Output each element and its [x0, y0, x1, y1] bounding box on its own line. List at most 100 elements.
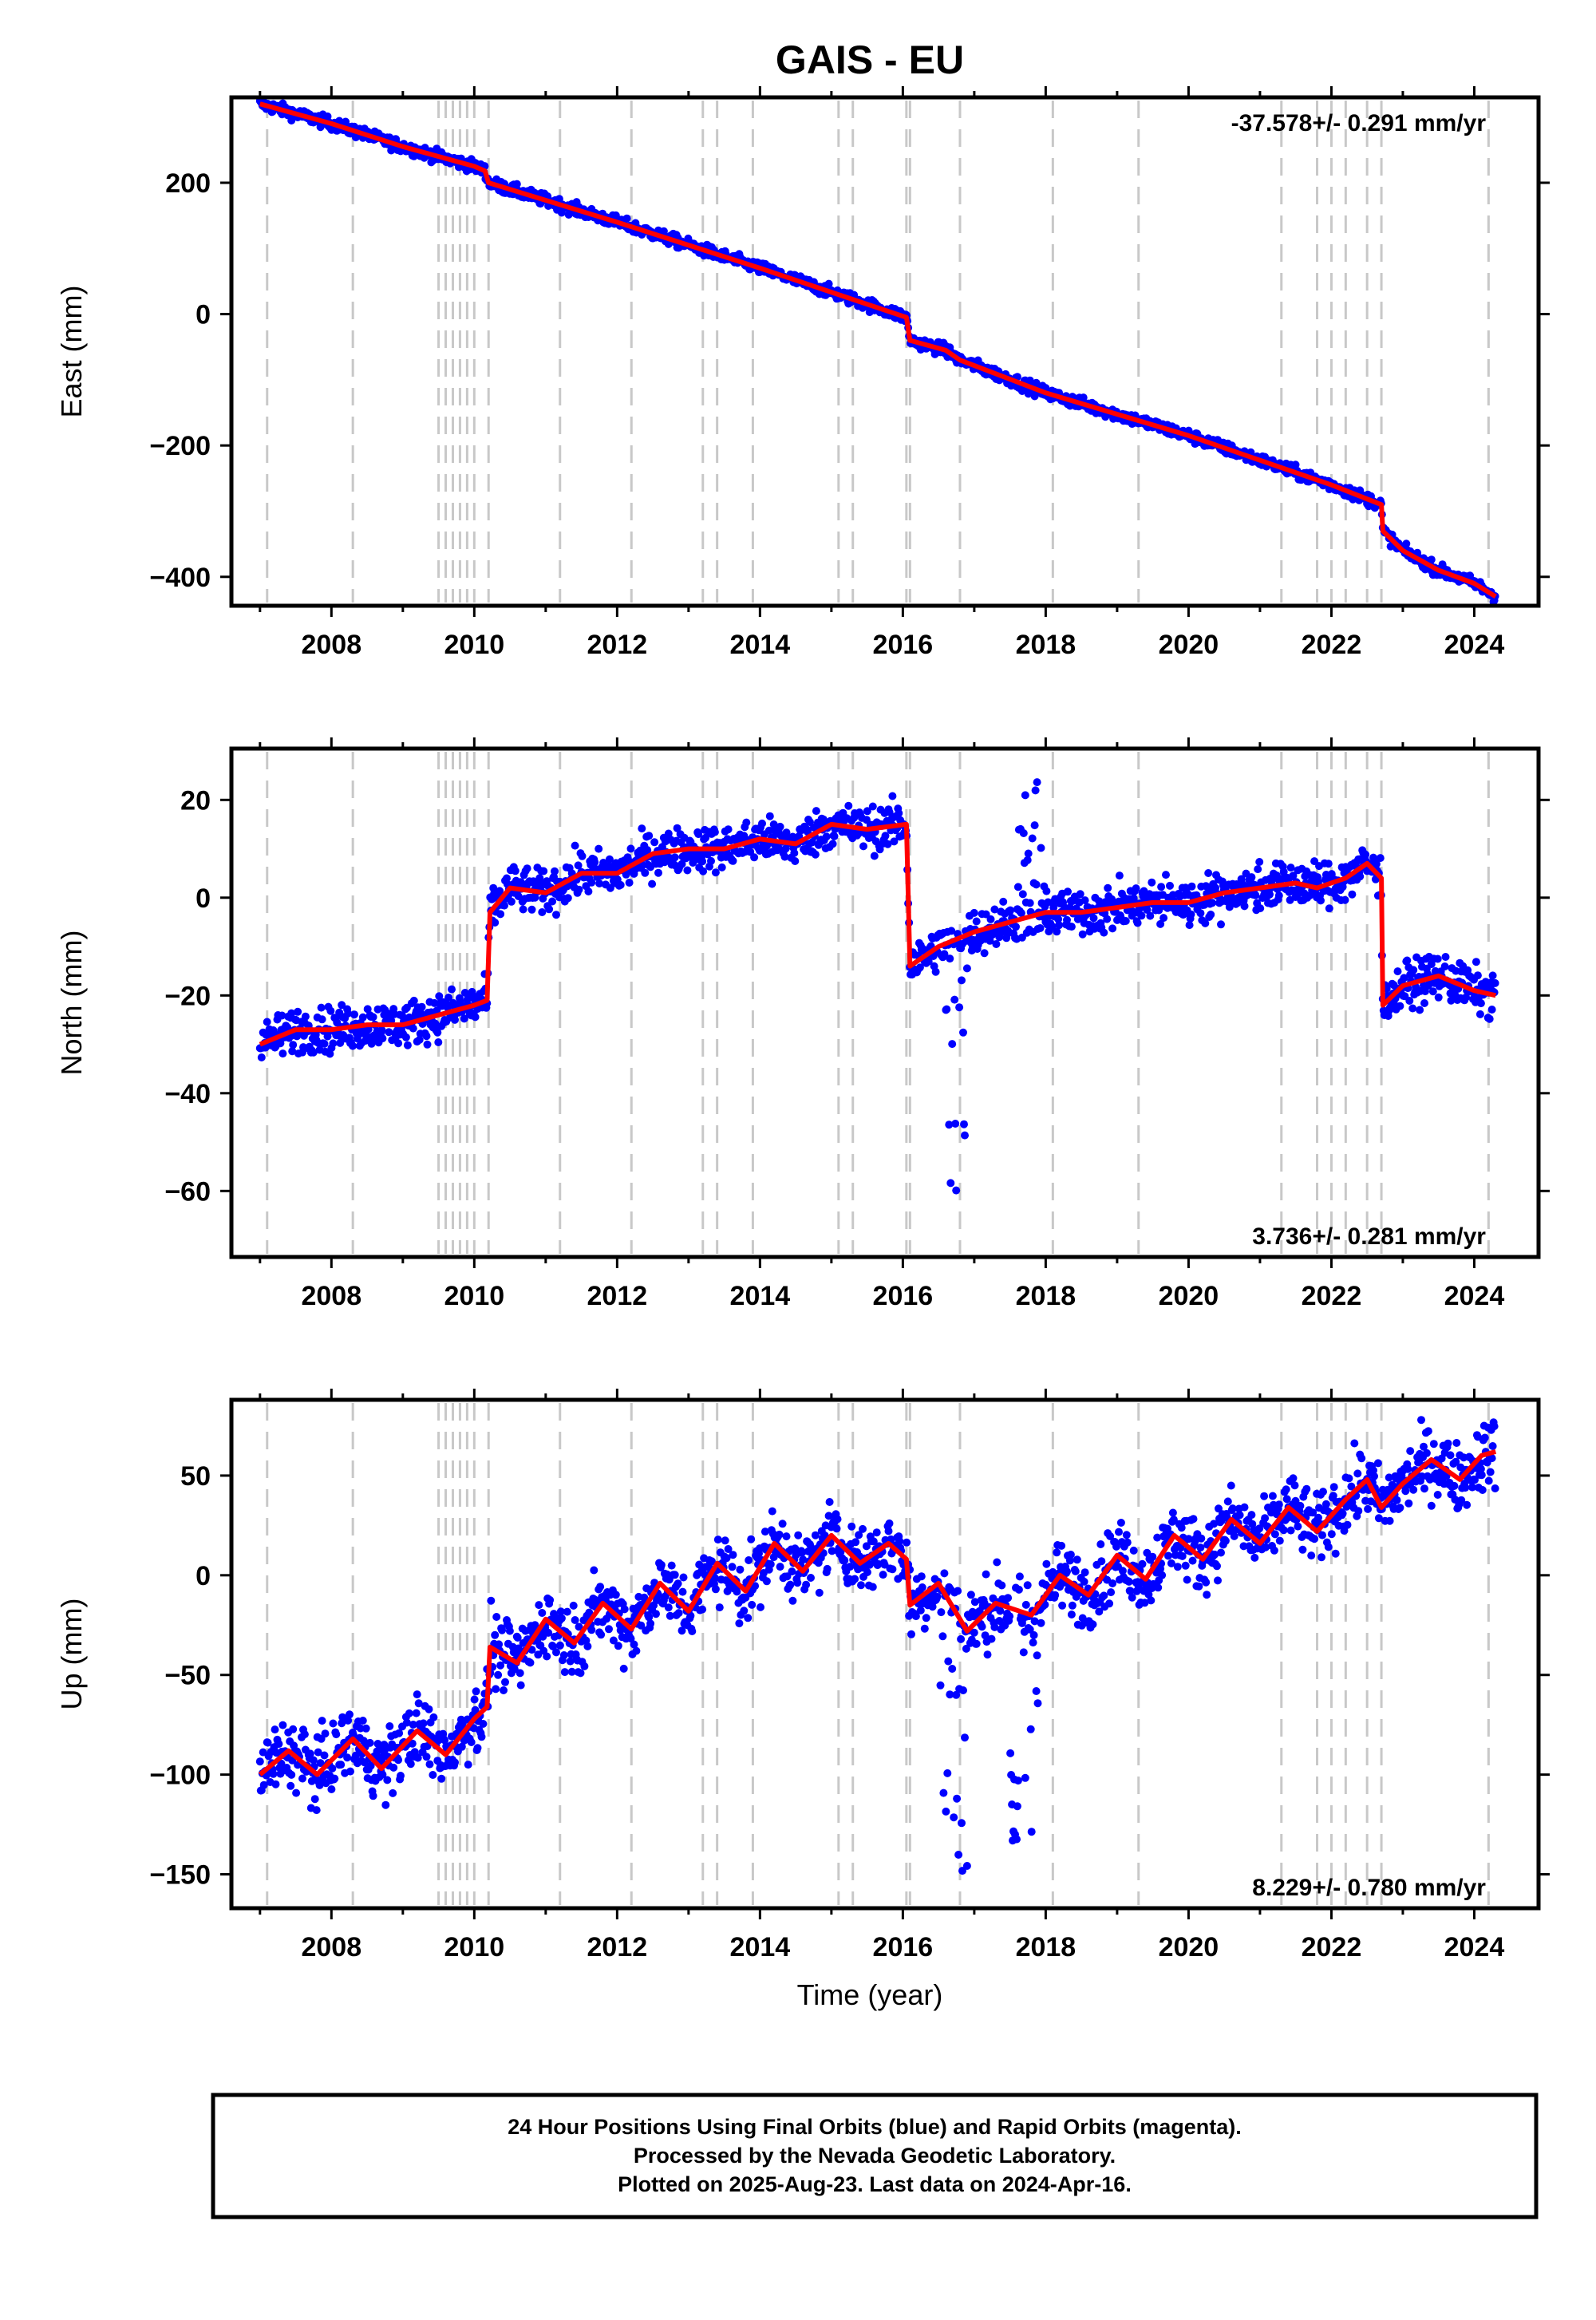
observation-point [491, 919, 499, 927]
observation-point [826, 1498, 834, 1506]
x-tick-label: 2012 [587, 1932, 648, 1962]
observation-point [383, 1776, 391, 1784]
observation-point [471, 1696, 479, 1704]
observation-point [984, 1650, 992, 1658]
x-tick-label: 2022 [1302, 630, 1362, 660]
event-lines [267, 101, 1489, 603]
observation-point [570, 1602, 578, 1610]
observation-point [1260, 1492, 1268, 1500]
observation-point [954, 1587, 962, 1595]
observation-point [1188, 883, 1196, 891]
observation-point [895, 809, 903, 817]
observation-point [847, 1523, 855, 1531]
observation-point [1266, 891, 1274, 899]
observation-point [729, 1563, 737, 1571]
observation-point [1404, 1500, 1412, 1508]
observation-point [614, 1642, 622, 1650]
observation-point [1031, 821, 1039, 829]
observation-point [768, 1508, 776, 1516]
observation-point [763, 1577, 771, 1585]
observation-point [946, 1179, 954, 1187]
observation-point [1042, 1560, 1050, 1568]
observation-point [1197, 1535, 1205, 1543]
observation-point [1442, 953, 1450, 961]
observation-point [343, 1753, 351, 1761]
observation-point [1079, 931, 1087, 939]
observation-point [1396, 1002, 1404, 1010]
observation-point [1224, 1497, 1232, 1505]
observation-point [851, 1538, 859, 1546]
observation-point [301, 1730, 309, 1738]
observation-point [1476, 1010, 1484, 1018]
observation-point [1420, 999, 1428, 1007]
observation-point [1424, 1427, 1432, 1435]
observation-point [888, 1565, 896, 1573]
observation-point [1236, 1511, 1244, 1519]
observation-point [788, 1597, 796, 1605]
observation-point [776, 1531, 784, 1539]
observation-point [287, 1771, 295, 1779]
x-tick-label: 2020 [1159, 1281, 1219, 1311]
observation-point [626, 879, 634, 887]
observation-point [271, 1725, 279, 1733]
observation-point [1072, 1567, 1080, 1575]
x-tick-label: 2010 [444, 1281, 505, 1311]
observation-point [389, 1789, 397, 1797]
observation-point [381, 1801, 389, 1809]
observation-point [748, 1601, 756, 1609]
observation-point [270, 1770, 278, 1778]
observation-point [552, 1648, 560, 1656]
observation-point [987, 915, 995, 923]
observation-point [712, 1585, 720, 1593]
observation-point [620, 1665, 628, 1673]
observation-point [413, 1709, 421, 1717]
x-tick-label: 2014 [730, 1932, 791, 1962]
observation-point [498, 1626, 506, 1634]
observation-point [1491, 1422, 1499, 1430]
observation-point [1033, 778, 1041, 786]
observation-point [793, 1579, 801, 1587]
event-lines [267, 1403, 1489, 1905]
observation-point [1290, 1474, 1298, 1482]
observation-point [1033, 1687, 1041, 1695]
observation-point [302, 1013, 310, 1021]
observation-point [714, 1535, 722, 1543]
observation-point [378, 1034, 386, 1042]
x-tick-label: 2022 [1302, 1281, 1362, 1311]
observation-point [1020, 829, 1028, 837]
observation-point [973, 1640, 981, 1648]
observation-point [516, 1669, 524, 1677]
observation-point [429, 1713, 437, 1721]
observation-point [952, 1187, 960, 1195]
observation-point [1081, 1568, 1089, 1576]
observation-point [1033, 880, 1041, 888]
observation-point [545, 905, 553, 913]
observation-point [999, 898, 1007, 906]
observation-point [907, 1630, 915, 1638]
observation-point [1256, 904, 1264, 912]
x-tick-label: 2012 [587, 630, 648, 660]
observation-point [1202, 1579, 1210, 1587]
observation-point [791, 857, 799, 865]
observation-point [1250, 1554, 1258, 1562]
observation-point [318, 1717, 326, 1725]
observation-point [558, 1615, 566, 1622]
observation-point [1147, 1596, 1155, 1604]
observation-point [679, 1588, 687, 1596]
observation-point [389, 1764, 397, 1772]
observation-point [1409, 1486, 1417, 1494]
y-tick-label: 20 [180, 785, 211, 816]
observation-point [1461, 1484, 1469, 1492]
observation-point [369, 1792, 377, 1800]
observation-point [350, 1010, 358, 1018]
observation-point [1012, 923, 1020, 931]
observation-point [332, 1730, 340, 1738]
observation-point [527, 1658, 535, 1666]
y-axis-label: North (mm) [55, 931, 88, 1076]
observation-point [496, 910, 504, 918]
observation-point [1434, 1491, 1442, 1499]
observation-point [963, 1862, 971, 1870]
observation-point [707, 857, 715, 865]
observation-point [1275, 891, 1283, 899]
observation-point [1222, 1537, 1230, 1545]
